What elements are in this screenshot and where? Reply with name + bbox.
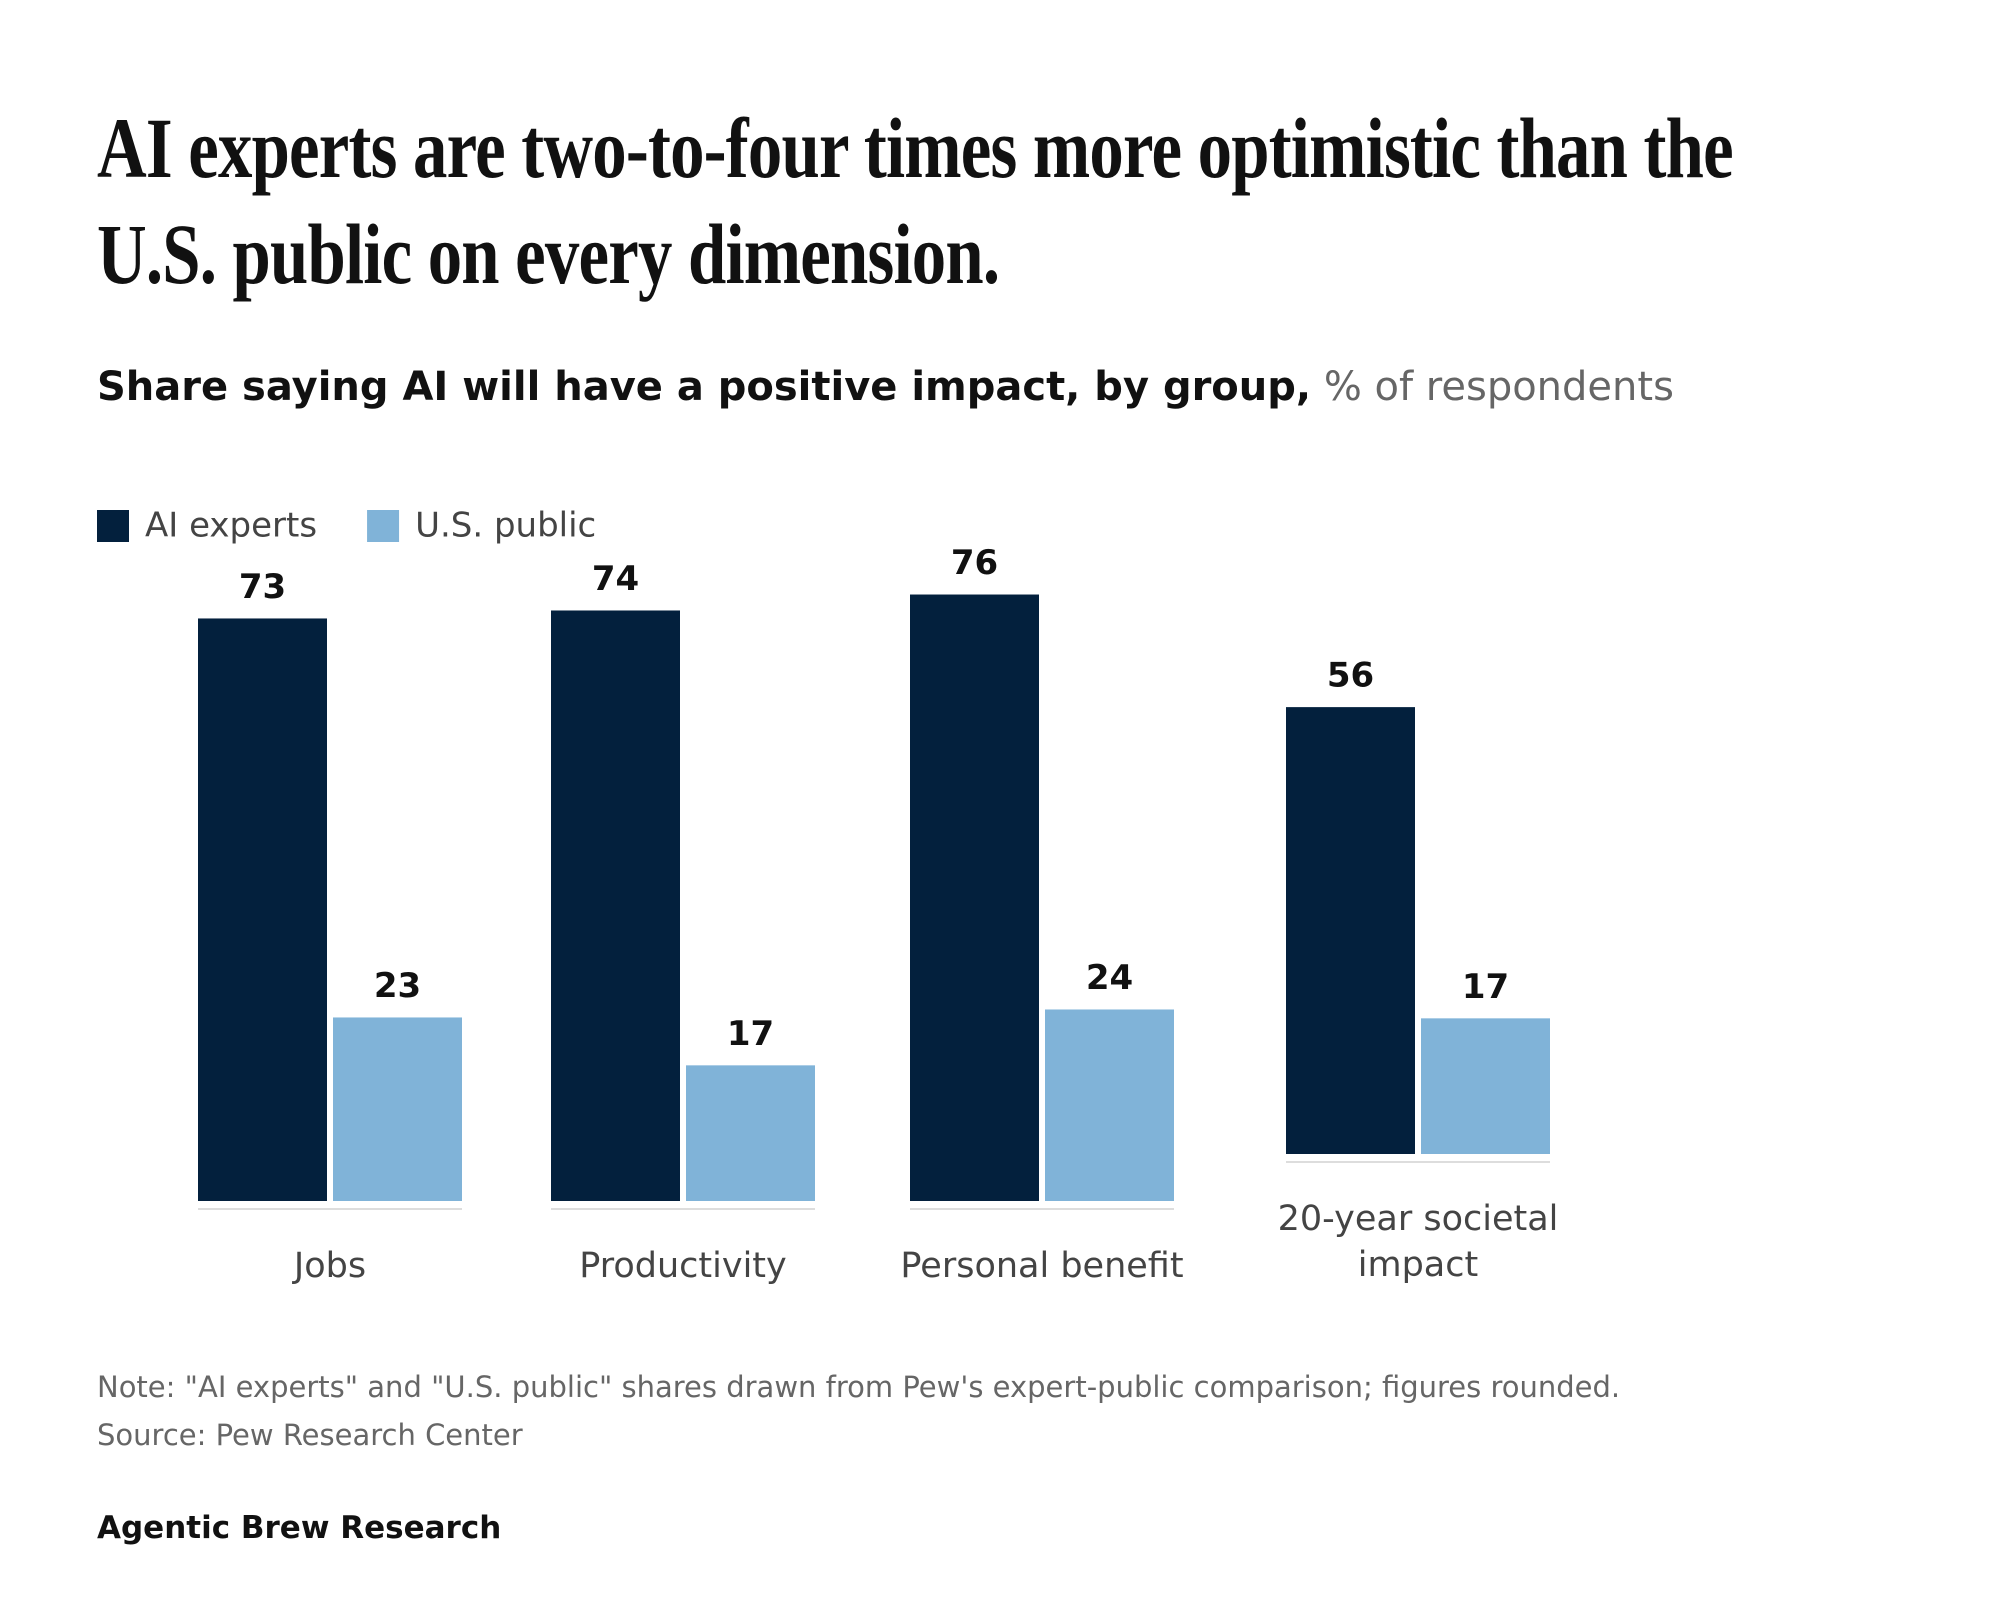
legend-label: U.S. public	[415, 506, 596, 546]
bar	[198, 618, 327, 1201]
bar	[1045, 1009, 1174, 1201]
value-label: 23	[374, 966, 421, 1006]
value-label: 17	[1462, 967, 1509, 1007]
bar	[551, 610, 680, 1201]
unit: % of respondents	[1323, 364, 1674, 410]
value-label: 17	[727, 1014, 774, 1054]
source: Source: Pew Research Center	[97, 1418, 523, 1452]
x-tick-label: Jobs	[293, 1246, 367, 1286]
x-tick-label: Personal benefit	[900, 1246, 1184, 1286]
title: AI experts are two-to-four times more op…	[97, 100, 1734, 302]
brand: Agentic Brew Research	[97, 1510, 502, 1546]
value-label: 74	[592, 559, 639, 599]
value-label: 24	[1086, 958, 1133, 998]
subtitle-text: Share saying AI will have a positive imp…	[97, 364, 1312, 410]
note: Note: "AI experts" and "U.S. public" sha…	[97, 1370, 1621, 1404]
legend-swatch	[97, 510, 129, 542]
x-tick-label: 20-year societal impact	[1277, 1199, 1559, 1285]
value-label: 56	[1327, 656, 1374, 696]
chart: AI experts U.S. public 73 23 74 17 76 24 56 17	[97, 506, 1550, 1210]
bar	[333, 1017, 462, 1201]
legend-swatch	[367, 510, 400, 542]
bar	[686, 1065, 815, 1201]
value-label: 73	[239, 567, 286, 607]
bar	[910, 594, 1039, 1201]
bar	[1286, 707, 1415, 1154]
legend-label: AI experts	[145, 506, 317, 546]
value-label: 76	[951, 543, 998, 583]
x-tick-label: Productivity	[579, 1246, 787, 1286]
bar	[1421, 1018, 1550, 1154]
subtitle: Share saying AI will have a positive imp…	[97, 364, 1674, 410]
